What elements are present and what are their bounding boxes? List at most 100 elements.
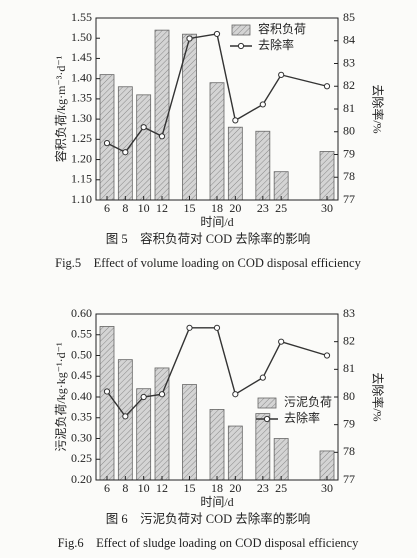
- x-tick-label: 25: [275, 201, 287, 215]
- y-tick-label: 0.60: [71, 306, 92, 320]
- y2-tick-label: 82: [343, 333, 355, 347]
- legend-label: 污泥负荷: [284, 395, 332, 409]
- x-tick-label: 30: [321, 201, 333, 215]
- x-tick-label: 30: [321, 481, 333, 495]
- bar: [319, 151, 335, 201]
- x-tick-label: 15: [184, 481, 196, 495]
- x-tick-label: 6: [104, 481, 110, 495]
- marker: [232, 117, 239, 124]
- caption: 图 5 容积负荷对 COD 去除率的影响: [106, 231, 311, 246]
- bar: [117, 86, 133, 201]
- y2-axis-label: 去除率/%: [370, 372, 385, 421]
- x-tick-label: 20: [229, 201, 241, 215]
- marker: [103, 140, 111, 147]
- y-tick-label: 1.35: [71, 91, 92, 105]
- bar: [255, 413, 271, 481]
- bar: [319, 450, 335, 481]
- y2-tick-label: 82: [343, 78, 355, 92]
- x-tick-label: 18: [211, 201, 223, 215]
- y-tick-label: 1.20: [71, 151, 92, 165]
- y-tick-label: 1.55: [71, 10, 92, 24]
- y2-tick-label: 77: [343, 192, 355, 206]
- caption: Fig.6 Effect of sludge loading on COD di…: [58, 536, 360, 550]
- y2-tick-label: 85: [343, 10, 355, 24]
- y-tick-label: 1.45: [71, 50, 92, 64]
- y-tick-label: 1.25: [71, 131, 92, 145]
- y2-tick-label: 78: [343, 169, 355, 183]
- legend-label: 去除率: [258, 37, 294, 52]
- bar: [273, 438, 289, 481]
- x-axis-label: 时间/d: [200, 215, 233, 229]
- bar: [99, 74, 115, 201]
- x-axis-label: 时间/d: [200, 495, 233, 509]
- y-tick-label: 0.40: [71, 389, 92, 403]
- marker: [232, 391, 239, 398]
- bar: [182, 33, 197, 201]
- legend-marker: [263, 415, 271, 423]
- y2-tick-label: 83: [343, 55, 355, 69]
- y-tick-label: 1.10: [71, 192, 92, 206]
- bar: [136, 94, 152, 201]
- y2-tick-label: 79: [343, 416, 355, 430]
- y2-tick-label: 80: [343, 124, 355, 138]
- marker: [122, 413, 129, 420]
- marker: [140, 393, 147, 401]
- marker: [259, 101, 266, 108]
- bar: [209, 409, 225, 481]
- marker: [213, 324, 221, 331]
- bar: [227, 425, 243, 481]
- y2-tick-label: 81: [343, 361, 355, 375]
- bar: [182, 384, 197, 481]
- caption: 图 6 污泥负荷对 COD 去除率的影响: [106, 511, 311, 526]
- bar: [117, 359, 133, 481]
- legend-marker: [237, 42, 245, 50]
- marker: [278, 338, 285, 345]
- y-tick-label: 1.40: [71, 70, 92, 84]
- y-tick-label: 0.30: [71, 430, 92, 444]
- line: [106, 327, 328, 418]
- x-tick-label: 23: [257, 481, 269, 495]
- x-tick-label: 23: [257, 201, 269, 215]
- legend-swatch: [231, 24, 251, 36]
- bar: [273, 171, 289, 201]
- x-tick-label: 12: [156, 201, 168, 215]
- x-tick-label: 6: [104, 201, 110, 215]
- marker: [278, 71, 285, 78]
- marker: [158, 391, 166, 398]
- x-tick-label: 8: [122, 201, 128, 215]
- line: [106, 33, 328, 154]
- y2-tick-label: 79: [343, 146, 355, 160]
- legend-label: 容积负荷: [258, 21, 306, 36]
- y-tick-label: 1.30: [71, 111, 92, 125]
- marker: [140, 124, 147, 131]
- y2-axis-label: 去除率/%: [370, 84, 385, 133]
- y2-tick-label: 77: [343, 472, 355, 486]
- legend-label: 去除率: [284, 410, 320, 425]
- bar: [209, 82, 225, 201]
- y-axis-label: 容积负荷/kg·m⁻³·d⁻¹: [53, 55, 68, 162]
- y2-tick-label: 80: [343, 389, 355, 403]
- marker: [259, 374, 266, 381]
- marker: [323, 83, 331, 90]
- x-tick-label: 12: [156, 481, 168, 495]
- x-tick-label: 15: [184, 201, 196, 215]
- y-axis-label: 污泥负荷/kg·kg⁻¹·d⁻¹: [54, 342, 68, 452]
- y2-tick-label: 81: [343, 101, 355, 115]
- x-tick-label: 8: [122, 481, 128, 495]
- x-tick-label: 10: [138, 201, 150, 215]
- caption: Fig.5 Effect of volume loading on COD di…: [55, 256, 361, 270]
- y2-tick-label: 83: [343, 306, 355, 320]
- y2-tick-label: 84: [343, 33, 355, 47]
- y-tick-label: 0.20: [71, 472, 92, 486]
- x-tick-label: 10: [138, 481, 150, 495]
- marker: [323, 352, 331, 359]
- x-tick-label: 18: [211, 481, 223, 495]
- y-tick-label: 0.50: [71, 347, 92, 361]
- bar: [99, 326, 115, 481]
- y-tick-label: 0.35: [71, 410, 92, 424]
- bar: [154, 29, 170, 201]
- y-tick-label: 1.15: [71, 172, 92, 186]
- bar: [255, 130, 271, 201]
- marker: [103, 388, 111, 395]
